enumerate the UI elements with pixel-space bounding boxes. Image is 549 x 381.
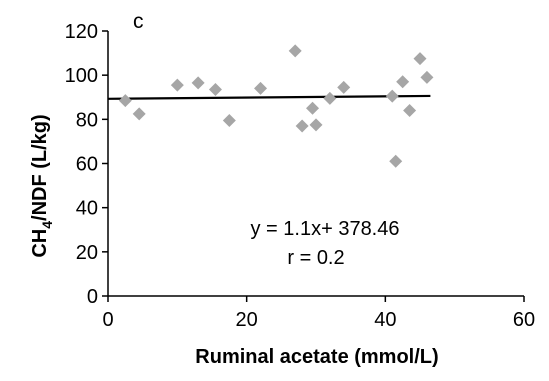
data-point — [403, 104, 417, 117]
regression-equation: y = 1.1x+ 378.46 — [250, 218, 399, 240]
y-axis-title-suffix: /NDF (L/kg) — [29, 114, 51, 221]
y-axis-title: CH4/NDF (L/kg) — [29, 114, 55, 257]
data-point — [208, 83, 222, 97]
y-tick-label: 20 — [76, 242, 98, 264]
y-axis-title-prefix: CH — [29, 229, 51, 258]
x-tick-label: 60 — [513, 309, 535, 331]
data-points — [118, 44, 434, 168]
trendline-layer — [107, 94, 431, 100]
data-point — [396, 75, 410, 89]
axes: 0 20 40 60 80 100 120 0 20 40 60 — [65, 21, 536, 331]
data-point — [254, 81, 268, 95]
data-point — [420, 70, 434, 84]
y-tick-label: 100 — [65, 65, 98, 87]
panel-label: c — [133, 10, 144, 33]
data-point — [323, 91, 337, 105]
x-axis-title: Ruminal acetate (mmol/L) — [195, 346, 438, 368]
chart-text: c y = 1.1x+ 378.46 r = 0.2 Ruminal aceta… — [29, 10, 439, 368]
data-point — [337, 80, 351, 94]
data-point — [288, 44, 302, 58]
data-point — [118, 94, 132, 108]
y-tick-label: 80 — [76, 109, 98, 131]
trendline — [107, 94, 431, 100]
x-tick-label: 40 — [374, 309, 396, 331]
y-tick-label: 40 — [76, 198, 98, 220]
data-point — [385, 89, 399, 103]
data-point — [309, 118, 323, 132]
y-tick-label: 120 — [65, 21, 98, 43]
y-tick-label: 60 — [76, 154, 98, 176]
data-point — [389, 154, 403, 168]
x-tick-label: 20 — [236, 309, 258, 331]
data-point — [295, 119, 309, 133]
y-tick-label: 0 — [87, 286, 98, 308]
data-point — [170, 78, 184, 92]
correlation-annotation: r = 0.2 — [287, 247, 344, 269]
data-point — [413, 52, 427, 66]
y-axis-title-subscript: 4 — [39, 221, 55, 229]
data-point — [191, 76, 205, 90]
data-point — [306, 101, 320, 115]
x-tick-label: 0 — [102, 309, 113, 331]
data-point — [222, 113, 236, 127]
data-point — [132, 107, 146, 121]
